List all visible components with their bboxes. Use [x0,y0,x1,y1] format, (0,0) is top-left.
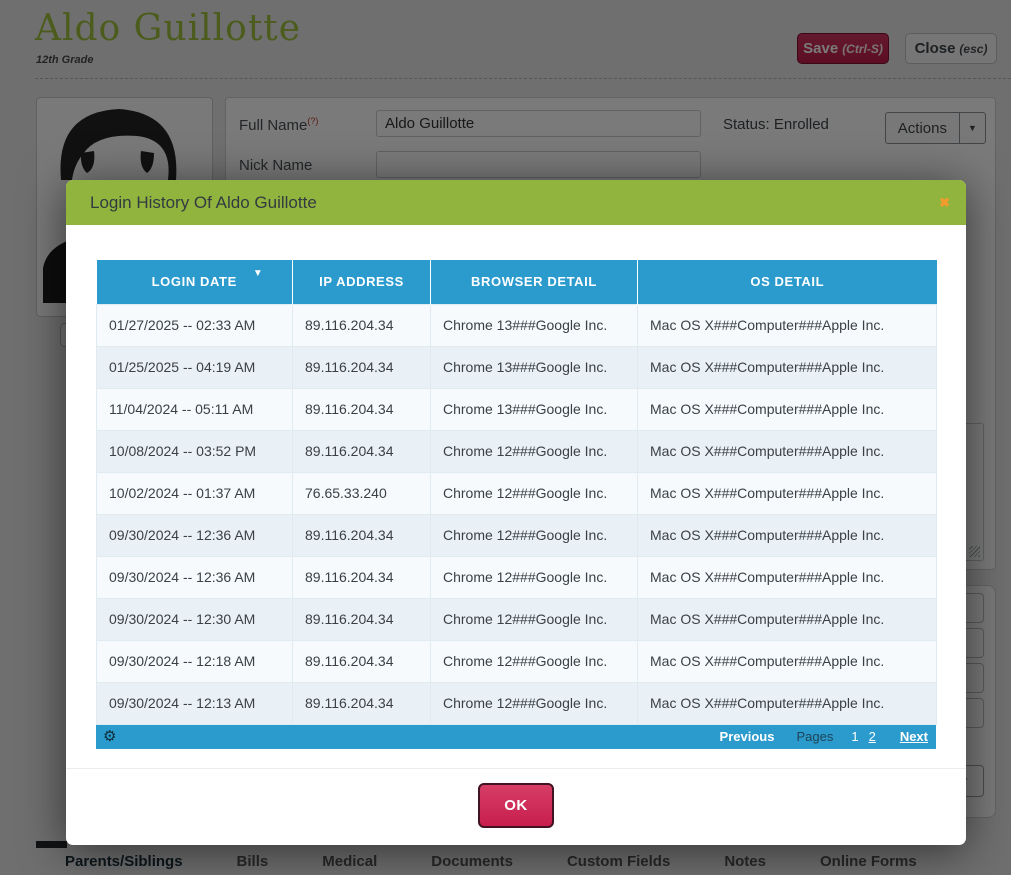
table-row: 09/30/2024 -- 12:36 AM 89.116.204.34 Chrom… [96,555,937,599]
os-detail-cell: Mac OS X###Computer###Apple Inc. [637,681,937,725]
os-detail-cell: Mac OS X###Computer###Apple Inc. [637,513,937,557]
gear-icon[interactable]: ⚙ [103,727,117,745]
ip-address-cell: 89.116.204.34 [292,513,431,557]
browser-detail-cell: Chrome 13###Google Inc. [430,303,638,347]
os-detail-cell: Mac OS X###Computer###Apple Inc. [637,639,937,683]
ip-address-cell: 89.116.204.34 [292,387,431,431]
table-row: 09/30/2024 -- 12:13 AM 89.116.204.34 Chrom… [96,681,937,725]
sort-desc-icon[interactable]: ▼ [252,268,264,279]
ip-address-cell: 89.116.204.34 [292,639,431,683]
login-history-table: LOGIN DATE ▼ IP ADDRESS BROWSER DETAIL OS DE… [96,260,937,749]
login-date-cell: 09/30/2024 -- 12:36 AM [96,555,293,599]
os-detail-cell: Mac OS X###Computer###Apple Inc. [637,387,937,431]
browser-detail-cell: Chrome 13###Google Inc. [430,387,638,431]
os-detail-cell: Mac OS X###Computer###Apple Inc. [637,303,937,347]
os-detail-cell: Mac OS X###Computer###Apple Inc. [637,471,937,515]
table-row: 09/30/2024 -- 12:30 AM 89.116.204.34 Chrom… [96,597,937,641]
os-detail-cell: Mac OS X###Computer###Apple Inc. [637,555,937,599]
column-header[interactable]: LOGIN DATE ▼ [96,260,293,304]
browser-detail-cell: Chrome 12###Google Inc. [430,681,638,725]
pages-label: Pages [796,729,834,744]
browser-detail-cell: Chrome 12###Google Inc. [430,597,638,641]
login-date-cell: 01/27/2025 -- 02:33 AM [96,303,293,347]
close-icon[interactable]: ✖ [939,195,950,210]
login-date-cell: 11/04/2024 -- 05:11 AM [96,387,293,431]
browser-detail-cell: Chrome 12###Google Inc. [430,471,638,515]
page-number-link[interactable]: 1 [851,729,859,744]
ip-address-cell: 89.116.204.34 [292,303,431,347]
login-date-cell: 09/30/2024 -- 12:36 AM [96,513,293,557]
table-row: 10/08/2024 -- 03:52 PM 89.116.204.34 Chrom… [96,429,937,473]
browser-detail-cell: Chrome 12###Google Inc. [430,429,638,473]
ip-address-cell: 89.116.204.34 [292,555,431,599]
modal-header: Login History Of Aldo Guillotte ✖ [66,180,966,225]
ip-address-cell: 76.65.33.240 [292,471,431,515]
os-detail-cell: Mac OS X###Computer###Apple Inc. [637,429,937,473]
os-detail-cell: Mac OS X###Computer###Apple Inc. [637,345,937,389]
browser-detail-cell: Chrome 13###Google Inc. [430,345,638,389]
column-header[interactable]: IP ADDRESS [292,260,431,304]
table-row: 11/04/2024 -- 05:11 AM 89.116.204.34 Chrom… [96,387,937,431]
ip-address-cell: 89.116.204.34 [292,345,431,389]
previous-page-link[interactable]: Previous [719,729,775,744]
next-page-link[interactable]: Next [899,729,928,744]
login-date-cell: 09/30/2024 -- 12:13 AM [96,681,293,725]
login-history-modal: Login History Of Aldo Guillotte ✖ LOGIN … [66,180,966,845]
os-detail-cell: Mac OS X###Computer###Apple Inc. [637,597,937,641]
browser-detail-cell: Chrome 12###Google Inc. [430,513,638,557]
table-header-row: LOGIN DATE ▼ IP ADDRESS BROWSER DETAIL OS DE… [96,260,937,304]
login-date-cell: 09/30/2024 -- 12:18 AM [96,639,293,683]
column-header[interactable]: BROWSER DETAIL [430,260,638,304]
table-row: 01/25/2025 -- 04:19 AM 89.116.204.34 Chrom… [96,345,937,389]
ip-address-cell: 89.116.204.34 [292,597,431,641]
ok-button[interactable]: OK [478,783,554,828]
login-date-cell: 01/25/2025 -- 04:19 AM [96,345,293,389]
modal-footer: OK [66,768,966,845]
table-row: 09/30/2024 -- 12:36 AM 89.116.204.34 Chrom… [96,513,937,557]
page-number-link[interactable]: 2 [868,729,876,744]
login-date-cell: 09/30/2024 -- 12:30 AM [96,597,293,641]
table-row: 09/30/2024 -- 12:18 AM 89.116.204.34 Chrom… [96,639,937,683]
modal-title: Login History Of Aldo Guillotte [90,193,317,212]
login-date-cell: 10/08/2024 -- 03:52 PM [96,429,293,473]
ip-address-cell: 89.116.204.34 [292,429,431,473]
browser-detail-cell: Chrome 12###Google Inc. [430,639,638,683]
login-date-cell: 10/02/2024 -- 01:37 AM [96,471,293,515]
table-row: 10/02/2024 -- 01:37 AM 76.65.33.240 Chrome… [96,471,937,515]
column-header[interactable]: OS DETAIL [637,260,937,304]
browser-detail-cell: Chrome 12###Google Inc. [430,555,638,599]
ip-address-cell: 89.116.204.34 [292,681,431,725]
table-row: 01/27/2025 -- 02:33 AM 89.116.204.34 Chrom… [96,303,937,347]
